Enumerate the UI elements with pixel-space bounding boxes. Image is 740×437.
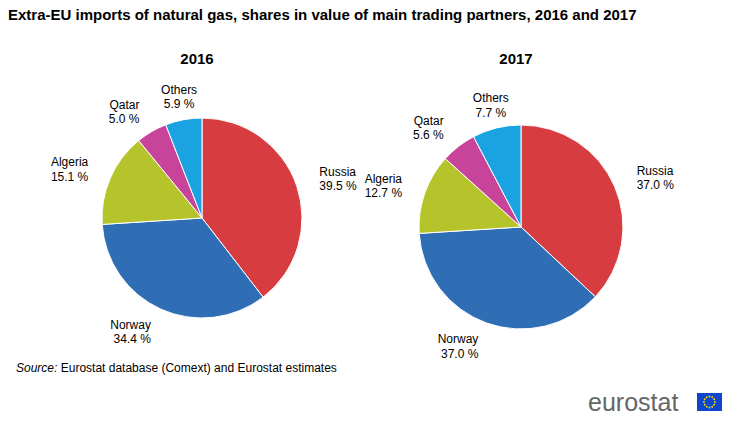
html-text:2016: 2016	[180, 50, 214, 67]
html-text:Extra-EU imports of natural ga: Extra-EU imports of natural gas, shares …	[8, 6, 637, 23]
html-text:eurostat: eurostat	[588, 388, 679, 416]
svg-text:Qatar5.6 %: Qatar5.6 %	[413, 114, 444, 142]
svg-text:Algeria15.1 %: Algeria15.1 %	[51, 155, 89, 183]
svg-text:Russia39.5 %: Russia39.5 %	[319, 165, 357, 193]
svg-text:Others7.7 %: Others7.7 %	[473, 91, 509, 119]
svg-text:Algeria12.7 %: Algeria12.7 %	[365, 172, 403, 200]
svg-text:Norway34.4 %: Norway34.4 %	[110, 318, 151, 346]
svg-text:Russia37.0 %: Russia37.0 %	[637, 164, 675, 192]
html-text:Source: Eurostat database (Com: Source: Eurostat database (Comext) and E…	[16, 361, 337, 375]
svg-text:Others5.9 %: Others5.9 %	[161, 83, 197, 111]
svg-text:Norway37.0 %: Norway37.0 %	[438, 332, 479, 360]
html-text:2017: 2017	[499, 50, 533, 67]
svg-text:Qatar5.0 %: Qatar5.0 %	[109, 98, 140, 126]
